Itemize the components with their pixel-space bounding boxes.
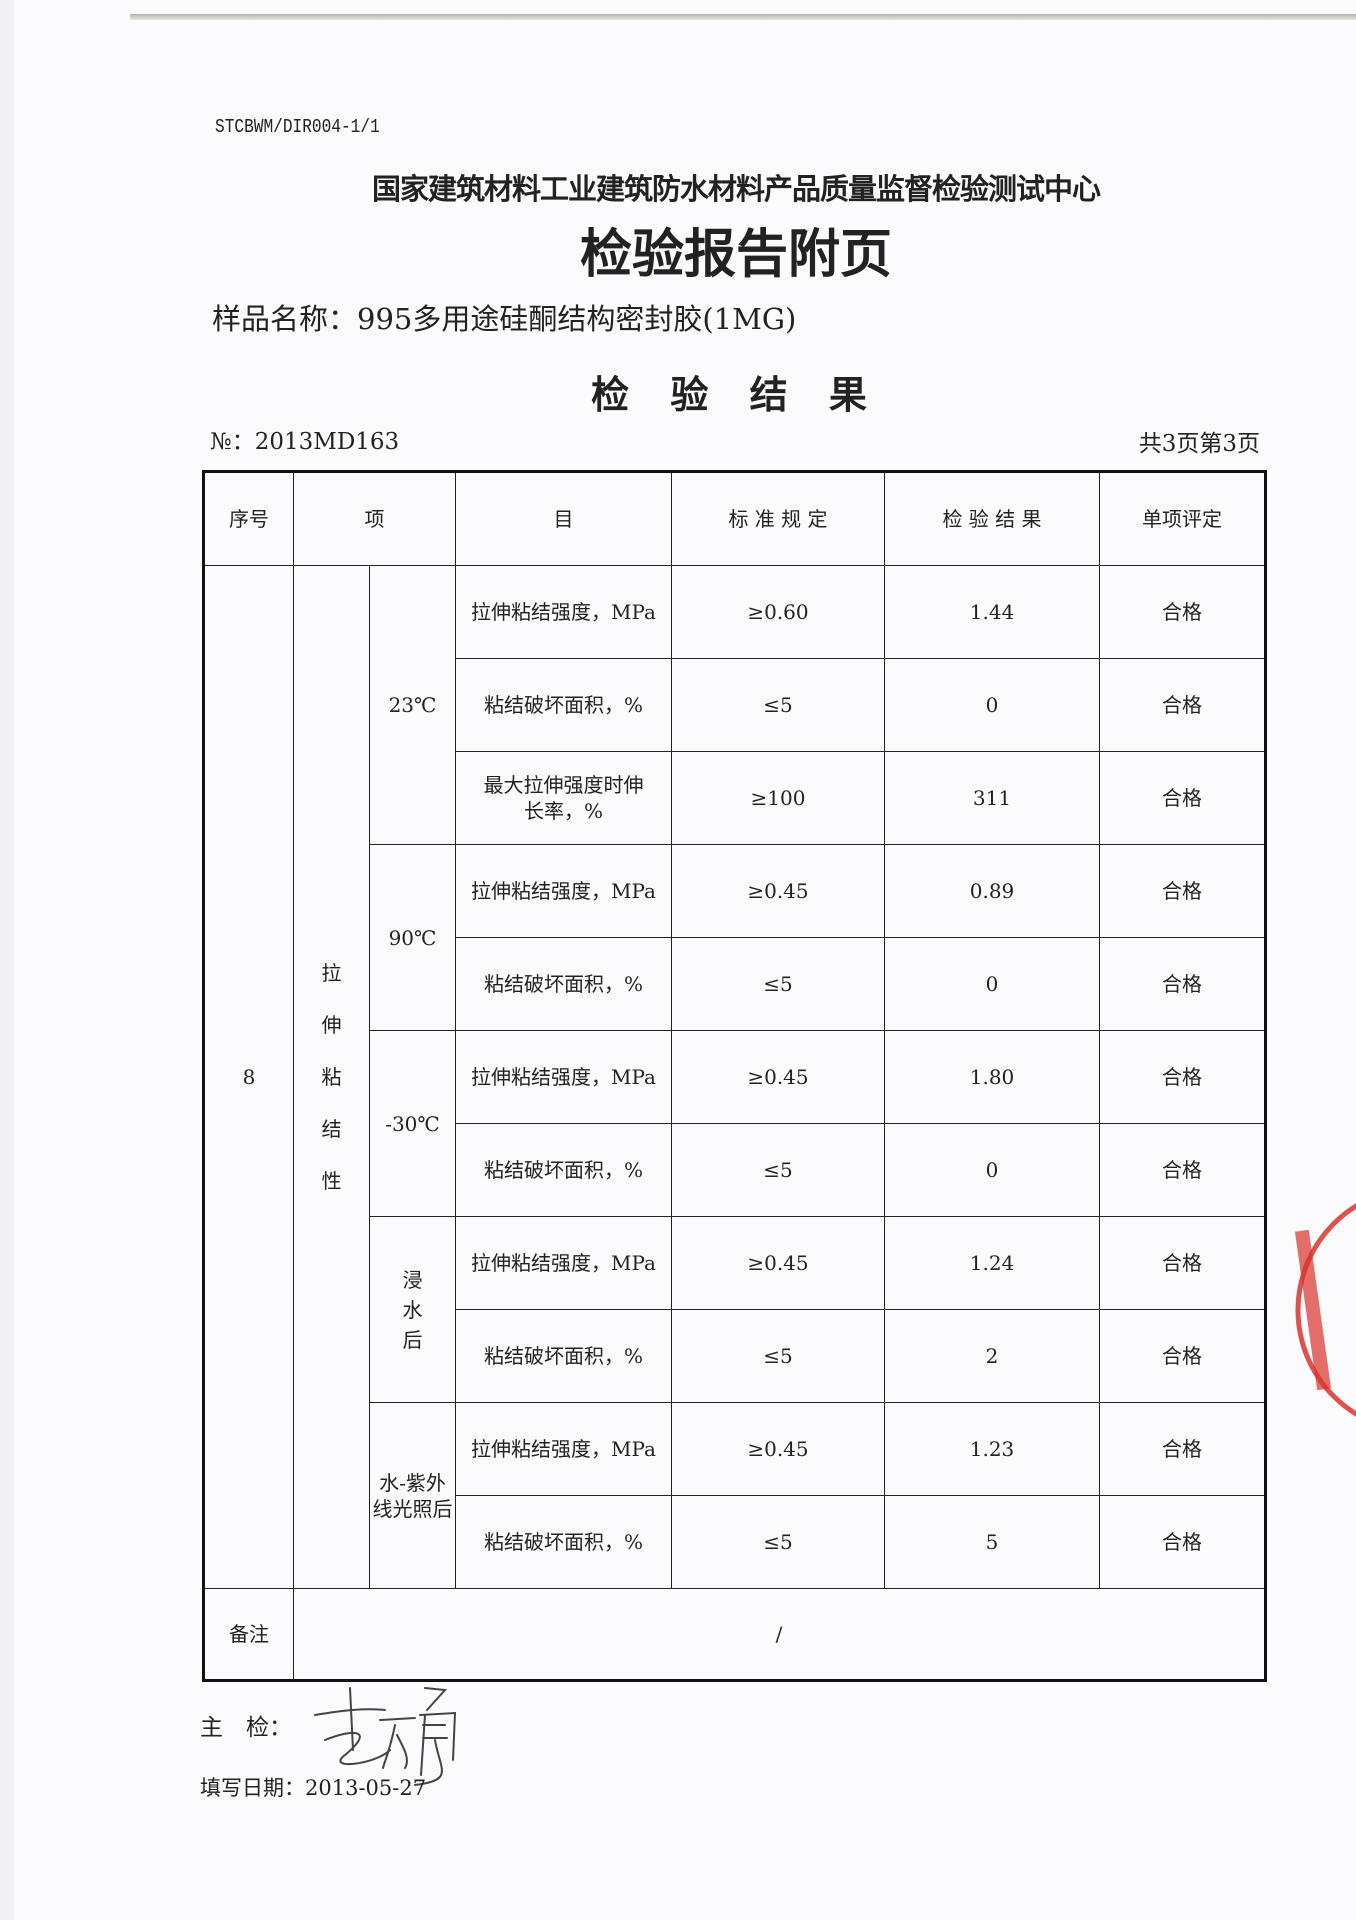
standard-cell: ≤5	[671, 937, 885, 1031]
organization-name: 国家建筑材料工业建筑防水材料产品质量监督检验测试中心	[371, 172, 1101, 206]
standard-cell: ≤5	[671, 1123, 885, 1217]
verdict-cell: 合格	[1099, 1123, 1266, 1217]
result-cell: 5	[884, 1495, 1100, 1589]
sample-name: 样品名称：995多用途硅酮结构密封胶(1MG)	[212, 296, 796, 338]
scan-edge-left	[0, 0, 14, 1920]
remarks-label: 备注	[203, 1588, 294, 1681]
verdict-cell: 合格	[1099, 1216, 1266, 1310]
standard-cell: ≥0.45	[671, 1402, 885, 1496]
table-row: -30℃ 拉伸粘结强度，MPa ≥0.45 1.80 合格	[204, 1030, 1266, 1217]
category-label: 拉伸粘结性	[321, 961, 342, 1193]
remarks-row: 备注 /	[203, 1588, 1266, 1681]
verdict-cell: 合格	[1099, 1030, 1266, 1124]
section-title: 检 验 结 果	[591, 373, 881, 417]
standard-cell: ≥0.60	[671, 565, 885, 659]
verdict-cell: 合格	[1099, 844, 1266, 938]
date-label: 填写日期：	[200, 1776, 305, 1800]
item-cell: 粘结破坏面积，%	[455, 658, 672, 752]
page-count: 共3页第3页	[1138, 431, 1260, 457]
result-cell: 0	[884, 1123, 1100, 1217]
verdict-cell: 合格	[1099, 1309, 1266, 1403]
table-header-row: 序号 项 目 标 准 规 定 检 验 结 果 单项评定	[203, 471, 1266, 566]
table-row: 最大拉伸强度时伸长率，% ≥100 311 合格	[204, 751, 1266, 845]
header-item-b: 目	[455, 471, 672, 566]
page-title: 检验报告附页	[579, 225, 892, 285]
result-cell: 2	[884, 1309, 1100, 1403]
condition-cell: -30℃	[369, 1030, 456, 1217]
header-seq: 序号	[203, 471, 294, 566]
table-row: 粘结破坏面积，% ≤5 2 合格	[204, 1309, 1266, 1403]
table-row: 浸水后 拉伸粘结强度，MPa ≥0.45 1.24 合格	[204, 1216, 1266, 1403]
item-cell: 拉伸粘结强度，MPa	[455, 1402, 672, 1496]
verdict-cell: 合格	[1099, 1495, 1266, 1589]
standard-cell: ≥0.45	[671, 1216, 885, 1310]
standard-cell: ≥0.45	[671, 1030, 885, 1124]
standard-cell: ≤5	[671, 1309, 885, 1403]
document-code: STCBWM/DIR004-1/1	[215, 116, 380, 138]
item-cell: 粘结破坏面积，%	[455, 1495, 672, 1589]
item-cell: 拉伸粘结强度，MPa	[455, 844, 672, 938]
seq-cell: 8	[203, 565, 294, 1589]
result-cell: 311	[884, 751, 1100, 845]
table-row: 粘结破坏面积，% ≤5 0 合格	[204, 937, 1266, 1031]
standard-cell: ≤5	[671, 658, 885, 752]
results-table: 序号 项 目 标 准 规 定 检 验 结 果 单项评定 8 拉伸粘结性 23℃ …	[202, 470, 1267, 1682]
result-cell: 0	[884, 658, 1100, 752]
scan-edge	[130, 14, 1356, 20]
condition-label: 浸水后	[402, 1267, 423, 1352]
sample-label: 样品名称：	[212, 302, 358, 336]
header-result: 检 验 结 果	[884, 471, 1100, 566]
date-value: 2013-05-27	[305, 1776, 427, 1800]
category-cell: 拉伸粘结性	[293, 565, 370, 1589]
standard-cell: ≥0.45	[671, 844, 885, 938]
verdict-cell: 合格	[1099, 658, 1266, 752]
inspector-label: 主 检：	[200, 1715, 292, 1741]
table-row: 粘结破坏面积，% ≤5 0 合格	[204, 658, 1266, 752]
table-row: 水-紫外线光照后 拉伸粘结强度，MPa ≥0.45 1.23 合格	[204, 1402, 1266, 1589]
condition-cell: 浸水后	[369, 1216, 456, 1403]
report-number: №：2013MD163	[210, 429, 400, 455]
remarks-value: /	[293, 1588, 1266, 1681]
result-cell: 1.44	[884, 565, 1100, 659]
sample-value: 995多用途硅酮结构密封胶(1MG)	[357, 302, 797, 336]
standard-cell: ≥100	[671, 751, 885, 845]
standard-cell: ≤5	[671, 1495, 885, 1589]
verdict-cell: 合格	[1099, 751, 1266, 845]
result-cell: 0.89	[884, 844, 1100, 938]
item-cell: 拉伸粘结强度，MPa	[455, 1030, 672, 1124]
verdict-cell: 合格	[1099, 565, 1266, 659]
table-row: 8 拉伸粘结性 23℃ 拉伸粘结强度，MPa ≥0.60 1.44 合格	[203, 565, 1266, 1589]
result-cell: 0	[884, 937, 1100, 1031]
result-cell: 1.23	[884, 1402, 1100, 1496]
result-cell: 1.80	[884, 1030, 1100, 1124]
header-standard: 标 准 规 定	[671, 471, 885, 566]
table-row: 90℃ 拉伸粘结强度，MPa ≥0.45 0.89 合格	[204, 844, 1266, 1031]
item-cell: 拉伸粘结强度，MPa	[455, 1216, 672, 1310]
condition-cell: 90℃	[369, 844, 456, 1031]
official-seal	[1294, 1203, 1356, 1417]
header-verdict: 单项评定	[1099, 471, 1266, 566]
item-cell: 拉伸粘结强度，MPa	[455, 565, 672, 659]
verdict-cell: 合格	[1099, 937, 1266, 1031]
item-cell: 粘结破坏面积，%	[455, 1309, 672, 1403]
result-cell: 1.24	[884, 1216, 1100, 1310]
item-cell: 最大拉伸强度时伸长率，%	[455, 751, 672, 845]
item-cell: 粘结破坏面积，%	[455, 937, 672, 1031]
inspector-signature	[314, 1687, 457, 1786]
table-row: 粘结破坏面积，% ≤5 0 合格	[204, 1123, 1266, 1217]
item-cell: 粘结破坏面积，%	[455, 1123, 672, 1217]
table-row: 粘结破坏面积，% ≤5 5 合格	[204, 1495, 1266, 1589]
fill-date: 填写日期：2013-05-27	[200, 1772, 426, 1802]
header-item-a: 项	[293, 471, 456, 566]
condition-cell: 23℃	[369, 565, 456, 845]
condition-cell: 水-紫外线光照后	[369, 1402, 456, 1589]
verdict-cell: 合格	[1099, 1402, 1266, 1496]
